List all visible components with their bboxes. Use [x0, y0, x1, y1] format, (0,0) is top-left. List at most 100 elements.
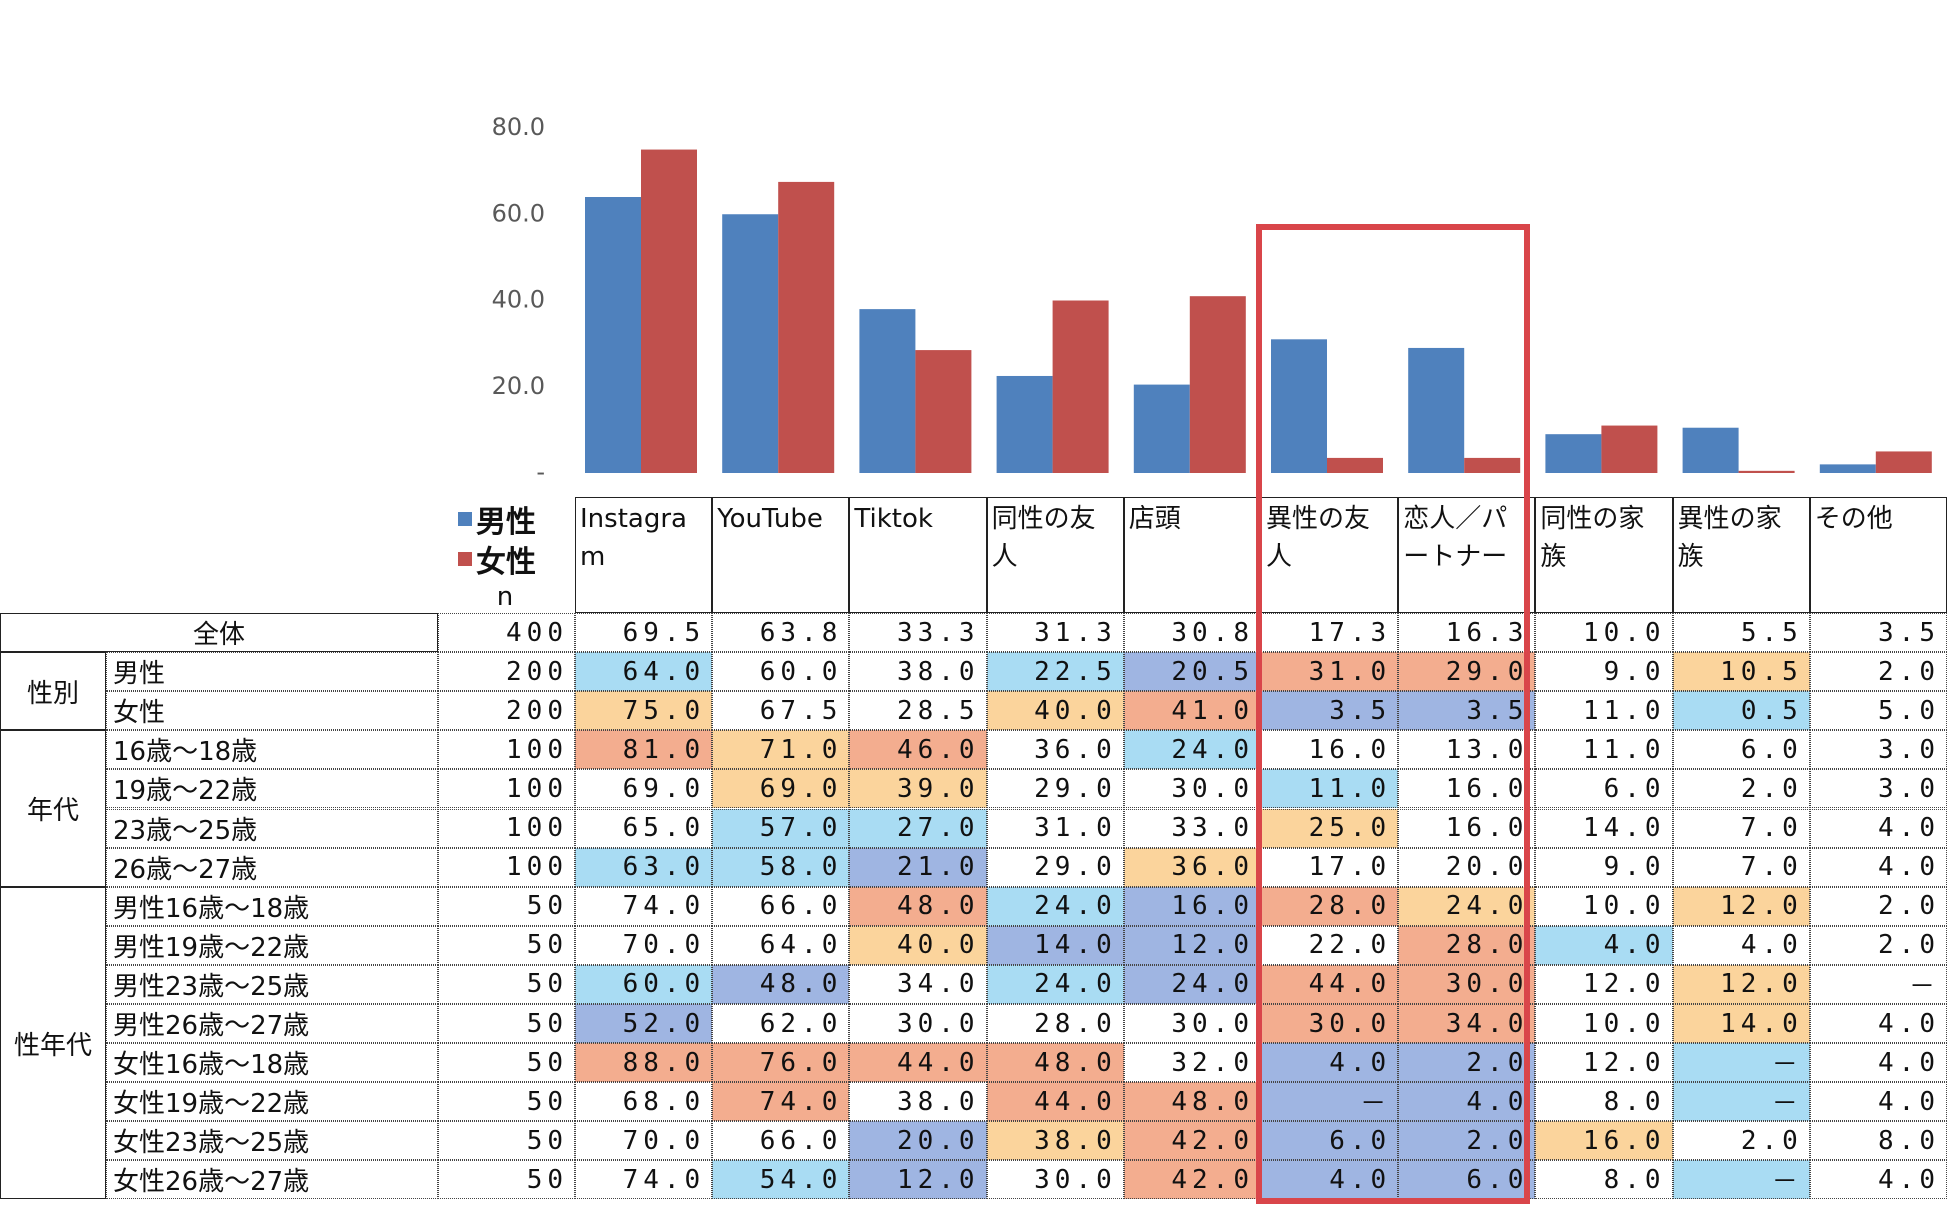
data-cell: 21.0 — [849, 847, 987, 887]
data-cell: 64.0 — [712, 925, 850, 965]
data-cell: 12.0 — [849, 1160, 987, 1200]
data-cell: 16.0 — [1398, 808, 1536, 848]
data-cell: 48.0 — [1123, 1082, 1261, 1122]
column-header: 同性の友人 — [986, 497, 1124, 613]
column-header: 店頭 — [1123, 497, 1261, 613]
data-cell: 2.0 — [1398, 1121, 1536, 1161]
data-cell: 65.0 — [575, 808, 713, 848]
column-header: その他 — [1809, 497, 1947, 613]
y-tick-label: 20.0 — [492, 372, 545, 400]
data-cell: 20.0 — [849, 1121, 987, 1161]
data-cell: 16.3 — [1398, 613, 1536, 653]
bar — [1875, 451, 1932, 473]
data-cell: 48.0 — [849, 886, 987, 926]
legend-label: 女性 — [476, 545, 536, 580]
data-cell: 16.0 — [1261, 730, 1399, 770]
bar — [1464, 457, 1521, 473]
data-cell: 66.0 — [712, 1121, 850, 1161]
row-label: 女性 — [106, 691, 438, 731]
n-cell: 100 — [438, 808, 575, 848]
data-cell: 20.5 — [1123, 652, 1261, 692]
data-cell: － — [1261, 1082, 1399, 1122]
data-cell: 42.0 — [1123, 1121, 1261, 1161]
data-cell: 46.0 — [849, 730, 987, 770]
data-cell: 7.0 — [1672, 808, 1810, 848]
n-cell: 50 — [438, 964, 575, 1004]
data-cell: 6.0 — [1398, 1160, 1536, 1200]
data-cell: 9.0 — [1535, 847, 1673, 887]
data-cell: 67.5 — [712, 691, 850, 731]
row-label: 男性19歳～22歳 — [106, 925, 438, 965]
data-cell: 11.0 — [1535, 691, 1673, 731]
data-cell: － — [1809, 964, 1947, 1004]
data-cell: 36.0 — [1123, 847, 1261, 887]
data-cell: 33.3 — [849, 613, 987, 653]
data-cell: 10.0 — [1535, 1004, 1673, 1044]
data-cell: 8.0 — [1535, 1082, 1673, 1122]
data-cell: 10.0 — [1535, 613, 1673, 653]
data-cell: 74.0 — [712, 1082, 850, 1122]
group-label: 性別 — [0, 652, 106, 731]
n-cell: 100 — [438, 847, 575, 887]
data-cell: 66.0 — [712, 886, 850, 926]
n-cell: 100 — [438, 769, 575, 809]
column-header: 異性の友人 — [1261, 497, 1399, 613]
data-cell: 27.0 — [849, 808, 987, 848]
row-label: 16歳～18歳 — [106, 730, 438, 770]
data-cell: 9.0 — [1535, 652, 1673, 692]
data-cell: 28.0 — [1398, 925, 1536, 965]
data-cell: 30.8 — [1123, 613, 1261, 653]
data-cell: 63.8 — [712, 613, 850, 653]
data-cell: 4.0 — [1672, 925, 1810, 965]
data-cell: 25.0 — [1261, 808, 1399, 848]
data-cell: 69.5 — [575, 613, 713, 653]
n-cell: 200 — [438, 652, 575, 692]
row-label: 全体 — [0, 613, 438, 653]
data-cell: 2.0 — [1809, 925, 1947, 965]
data-cell: 60.0 — [575, 964, 713, 1004]
data-cell: 16.0 — [1123, 886, 1261, 926]
n-cell: 50 — [438, 1160, 575, 1200]
column-header: YouTube — [712, 497, 850, 613]
data-cell: 28.5 — [849, 691, 987, 731]
data-cell: 3.0 — [1809, 769, 1947, 809]
bar — [1189, 296, 1246, 473]
data-cell: 30.0 — [1261, 1004, 1399, 1044]
data-cell: 81.0 — [575, 730, 713, 770]
data-cell: 2.0 — [1398, 1043, 1536, 1083]
data-cell: 38.0 — [849, 652, 987, 692]
data-cell: 30.0 — [1123, 769, 1261, 809]
data-cell: 34.0 — [849, 964, 987, 1004]
data-cell: 8.0 — [1809, 1121, 1947, 1161]
data-cell: 74.0 — [575, 1160, 713, 1200]
bar — [1327, 457, 1383, 473]
n-cell: 400 — [438, 613, 575, 653]
data-cell: 29.0 — [1398, 652, 1536, 692]
data-cell: 4.0 — [1809, 1004, 1947, 1044]
data-cell: 69.0 — [575, 769, 713, 809]
data-cell: 12.0 — [1123, 925, 1261, 965]
data-cell: 24.0 — [986, 886, 1124, 926]
bar — [859, 309, 916, 473]
bar — [722, 214, 779, 473]
bar — [1819, 464, 1876, 473]
data-cell: 31.3 — [986, 613, 1124, 653]
data-cell: 22.5 — [986, 652, 1124, 692]
n-cell: 50 — [438, 1043, 575, 1083]
data-cell: 5.5 — [1672, 613, 1810, 653]
row-label: 女性26歳～27歳 — [106, 1160, 438, 1200]
data-cell: 52.0 — [575, 1004, 713, 1044]
data-cell: 30.0 — [1123, 1004, 1261, 1044]
y-tick-label: 60.0 — [492, 199, 545, 227]
legend-swatch — [458, 512, 472, 526]
data-cell: 13.0 — [1398, 730, 1536, 770]
row-label: 19歳～22歳 — [106, 769, 438, 809]
row-label: 男性23歳～25歳 — [106, 964, 438, 1004]
data-cell: 2.0 — [1809, 652, 1947, 692]
data-cell: 76.0 — [712, 1043, 850, 1083]
data-cell: 14.0 — [986, 925, 1124, 965]
data-cell: 69.0 — [712, 769, 850, 809]
data-cell: 4.0 — [1809, 808, 1947, 848]
data-cell: 0.5 — [1672, 691, 1810, 731]
data-cell: 24.0 — [1123, 730, 1261, 770]
